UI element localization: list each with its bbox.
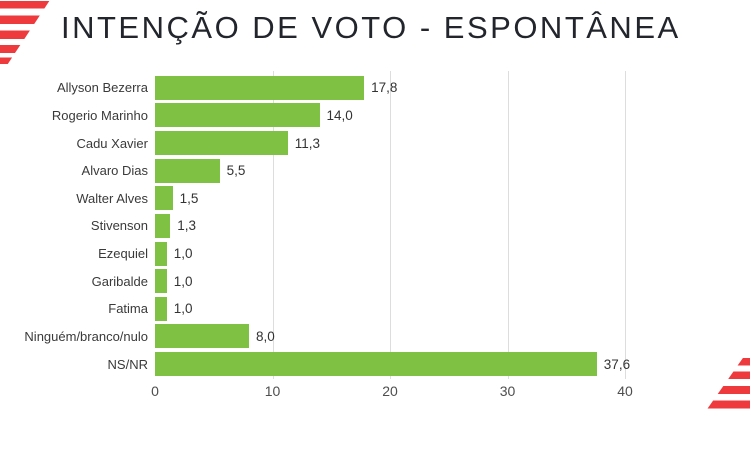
category-label: Stivenson	[90, 218, 148, 234]
bar	[155, 352, 597, 377]
x-tick-label: 0	[151, 383, 159, 399]
gridline	[272, 71, 274, 379]
chart-row: Walter Alves 1,5	[0, 185, 750, 213]
bar-track: 5,5	[155, 158, 750, 183]
bar	[155, 241, 167, 266]
value-label: 17,8	[371, 80, 398, 96]
bar	[155, 213, 171, 238]
value-label: 1,3	[177, 218, 197, 234]
gridline	[390, 71, 391, 379]
category-label: Alvaro Dias	[81, 163, 148, 179]
bar-track: 1,3	[155, 213, 750, 238]
value-label: 1,0	[173, 273, 193, 289]
value-label: 11,3	[294, 135, 321, 151]
brand-logo-bottom-right	[695, 352, 750, 412]
brand-logo-top-left	[0, 0, 52, 66]
value-label: 1,0	[173, 246, 193, 262]
category-label: Garibalde	[91, 273, 148, 289]
category-label: NS/NR	[107, 356, 148, 372]
red-stripes-icon	[0, 1, 50, 64]
value-label: 37,6	[603, 356, 631, 372]
bar-track: 8,0	[155, 324, 750, 349]
bar	[155, 131, 288, 156]
bar	[155, 186, 173, 211]
x-tick-label: 20	[382, 383, 398, 399]
bar	[155, 296, 167, 321]
bar	[155, 75, 365, 100]
bar	[155, 269, 167, 294]
value-label: 5,5	[226, 163, 246, 179]
category-label: Allyson Bezerra	[56, 80, 148, 96]
chart-row: Rogerio Marinho 14,0	[0, 102, 750, 130]
value-label: 14,0	[326, 107, 353, 123]
bar-track: 17,8	[155, 75, 750, 100]
category-label: Ezequiel	[98, 246, 148, 262]
bar-track: 1,5	[155, 186, 750, 211]
x-tick-label: 40	[617, 383, 633, 399]
gridline	[507, 71, 509, 379]
bar-track: 1,0	[155, 241, 750, 266]
category-label: Fatima	[108, 301, 148, 317]
bar-track: 14,0	[155, 103, 750, 128]
category-label: Ninguém/branco/nulo	[24, 328, 148, 344]
gridline	[625, 71, 626, 379]
value-label: 1,5	[179, 190, 199, 206]
bar-track: 11,3	[155, 131, 750, 156]
category-label: Cadu Xavier	[76, 135, 148, 151]
bar-track: 1,0	[155, 296, 750, 321]
category-label: Rogerio Marinho	[51, 107, 148, 123]
x-tick-label: 30	[499, 383, 516, 399]
value-label: 1,0	[173, 301, 193, 317]
chart-row: Stivenson 1,3	[0, 212, 750, 240]
red-stripes-icon	[707, 358, 750, 409]
category-label: Walter Alves	[76, 190, 148, 206]
bar	[155, 103, 320, 128]
bar	[155, 324, 249, 349]
value-label: 8,0	[256, 328, 275, 344]
chart-row: Ezequiel 1,0	[0, 240, 750, 268]
bar-track: 1,0	[155, 269, 750, 294]
chart-rows: Allyson Bezerra 17,8 Rogerio Marinho 14,0 Ca…	[0, 74, 750, 378]
chart-row: Cadu Xavier 11,3	[0, 129, 750, 157]
page-title: INTENÇÃO DE VOTO - ESPONTÂNEA	[61, 10, 681, 45]
bar-track: 37,6	[155, 352, 750, 377]
chart-row: Ninguém/branco/nulo 8,0	[0, 323, 750, 351]
chart-row: Alvaro Dias 5,5	[0, 157, 750, 185]
bar	[155, 158, 220, 183]
chart-row: Fatima 1,0	[0, 295, 750, 323]
x-tick-label: 10	[264, 383, 281, 399]
chart-row: Allyson Bezerra 17,8	[0, 74, 750, 102]
chart-row: NS/NR 37,6	[0, 350, 750, 378]
chart-row: Garibalde 1,0	[0, 267, 750, 295]
